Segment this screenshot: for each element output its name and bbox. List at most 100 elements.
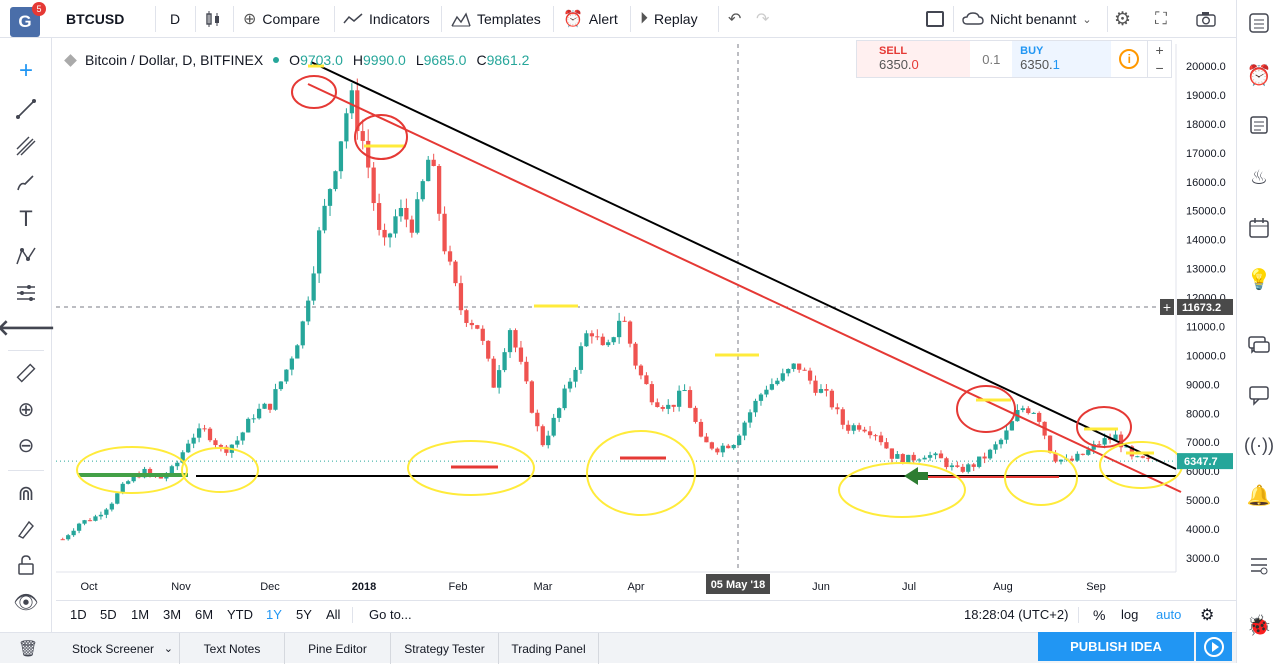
candle-body <box>169 466 174 475</box>
time-tick-label: Nov <box>171 581 191 593</box>
lock-icon[interactable] <box>11 550 41 580</box>
candle-body <box>1113 434 1118 440</box>
candle-body <box>993 444 998 450</box>
price-chart[interactable]: 3000.0 4000.0 5000.0 6000.0 7000.0 8000.0 9000… <box>56 44 1236 600</box>
templates-button[interactable]: Templates <box>451 0 541 38</box>
bug-report-icon[interactable]: 🐞 <box>1246 614 1272 637</box>
range-3m[interactable]: 3M <box>163 607 182 622</box>
tab-text-notes[interactable]: Text Notes <box>180 633 285 664</box>
layout-name-button[interactable]: Nicht benannt ⌄ <box>962 0 1092 38</box>
magnet-icon[interactable]: ⋒ <box>17 482 35 505</box>
candle-body <box>175 462 180 467</box>
symbol-search[interactable]: BTCUSD <box>66 11 125 27</box>
eye-icon[interactable]: 👁 <box>13 591 39 614</box>
crosshair-icon[interactable]: + <box>18 57 33 84</box>
dom-icon[interactable] <box>1244 550 1274 580</box>
tab-label: Pine Editor <box>308 641 367 656</box>
trash-icon[interactable]: 🗑 <box>17 640 39 658</box>
range-6m[interactable]: 6M <box>195 607 214 622</box>
calendar-icon[interactable] <box>1244 213 1274 243</box>
snapshot-button[interactable] <box>1196 0 1216 38</box>
stay-in-drawing-icon[interactable] <box>11 514 41 544</box>
range-5d[interactable]: 5D <box>100 607 117 622</box>
percent-toggle[interactable]: % <box>1093 607 1106 623</box>
alarm-clock-icon[interactable]: ⏰ <box>1246 64 1272 87</box>
goto-button[interactable]: Go to... <box>369 607 412 622</box>
chevron-down-icon: ⌄ <box>163 643 173 655</box>
hotlist-flame-icon[interactable]: ♨ <box>1250 166 1268 189</box>
replay-button[interactable]: ⏵ Replay <box>640 0 698 38</box>
candle-body <box>873 435 878 437</box>
minus-icon[interactable]: − <box>1155 60 1164 76</box>
crosshair-date-label: 05 May '18 <box>711 579 766 591</box>
quantity-stepper[interactable]: + − <box>1147 41 1171 77</box>
candle-body <box>584 333 589 347</box>
redo-button[interactable]: ↷ <box>756 0 769 38</box>
candle-body <box>742 422 747 436</box>
publish-play-button[interactable] <box>1196 632 1232 661</box>
prediction-icon[interactable] <box>11 278 41 308</box>
fullscreen-button[interactable]: ⛶ <box>1155 0 1167 38</box>
candle-body <box>1140 456 1145 458</box>
chart-type-button[interactable] <box>204 0 222 38</box>
interval-button[interactable]: D <box>170 11 181 27</box>
collapse-icon[interactable] <box>64 53 77 67</box>
pitchfork-icon[interactable] <box>11 131 41 161</box>
ideas-lightbulb-icon[interactable]: 💡 <box>1246 268 1272 291</box>
streams-icon[interactable]: ((·)) <box>1244 434 1274 455</box>
data-window-icon[interactable] <box>1244 110 1274 140</box>
back-arrow-icon[interactable]: 🡐 <box>0 315 56 340</box>
tab-stock-screener[interactable]: Stock Screener ⌄ <box>56 633 180 664</box>
compare-button[interactable]: ⊕ Compare <box>243 0 320 38</box>
chats-icon[interactable] <box>1244 330 1274 360</box>
candle-body <box>775 380 780 385</box>
range-ytd[interactable]: YTD <box>227 607 253 622</box>
candle-body <box>246 418 251 433</box>
fullscreen-toggle-button[interactable] <box>926 0 944 38</box>
publish-idea-button[interactable]: PUBLISH IDEA <box>1038 632 1194 661</box>
range-1y[interactable]: 1Y <box>266 607 282 622</box>
candle-body <box>638 365 644 376</box>
candle-body <box>311 273 316 301</box>
ruler-icon[interactable] <box>11 358 41 388</box>
trend-line-icon[interactable] <box>11 94 41 124</box>
candle-body <box>758 394 764 401</box>
range-1m[interactable]: 1M <box>131 607 150 622</box>
alert-button[interactable]: ⏰ Alert <box>563 0 618 38</box>
zoom-in-icon[interactable]: ⊕ <box>17 398 35 421</box>
pattern-icon[interactable] <box>11 241 41 271</box>
watchlist-icon[interactable] <box>1244 8 1274 38</box>
candle-body <box>1129 446 1135 457</box>
auto-toggle[interactable]: auto <box>1156 607 1182 622</box>
brush-icon[interactable] <box>11 168 41 198</box>
support-circle-yellow <box>586 430 696 516</box>
tab-pine-editor[interactable]: Pine Editor <box>285 633 391 664</box>
buy-button[interactable]: BUY 6350.1 <box>1012 41 1112 77</box>
chat-bubble-icon[interactable] <box>1244 380 1274 410</box>
info-button[interactable]: i <box>1111 41 1147 77</box>
zoom-out-icon[interactable]: ⊖ <box>17 434 35 457</box>
settings-button[interactable]: ⚙ <box>1114 0 1131 38</box>
sell-button[interactable]: SELL 6350.0 <box>857 41 971 77</box>
candle-body <box>497 370 502 388</box>
candle-body <box>769 384 775 390</box>
log-toggle[interactable]: log <box>1121 607 1139 622</box>
candle-body <box>895 454 900 459</box>
candle-body <box>66 535 71 540</box>
undo-button[interactable]: ↶ <box>728 0 741 38</box>
range-5y[interactable]: 5Y <box>296 607 312 622</box>
gear-icon[interactable]: ⚙ <box>1200 607 1215 624</box>
range-all[interactable]: All <box>326 607 341 622</box>
tab-strategy-tester[interactable]: Strategy Tester <box>391 633 499 664</box>
indicators-button[interactable]: Indicators <box>343 0 430 38</box>
tab-trading-panel[interactable]: Trading Panel <box>499 633 599 664</box>
gear-icon: ⚙ <box>1114 8 1132 30</box>
text-tool-icon[interactable]: T <box>19 206 33 231</box>
candle-body <box>393 216 398 234</box>
clock-display[interactable]: 18:28:04 (UTC+2) <box>964 607 1069 622</box>
plus-icon[interactable]: + <box>1155 42 1164 58</box>
range-1d[interactable]: 1D <box>70 607 87 622</box>
candles-icon <box>206 11 219 27</box>
notifications-bell-icon[interactable]: 🔔 <box>1246 484 1272 507</box>
green-arrow-marker <box>904 467 928 485</box>
